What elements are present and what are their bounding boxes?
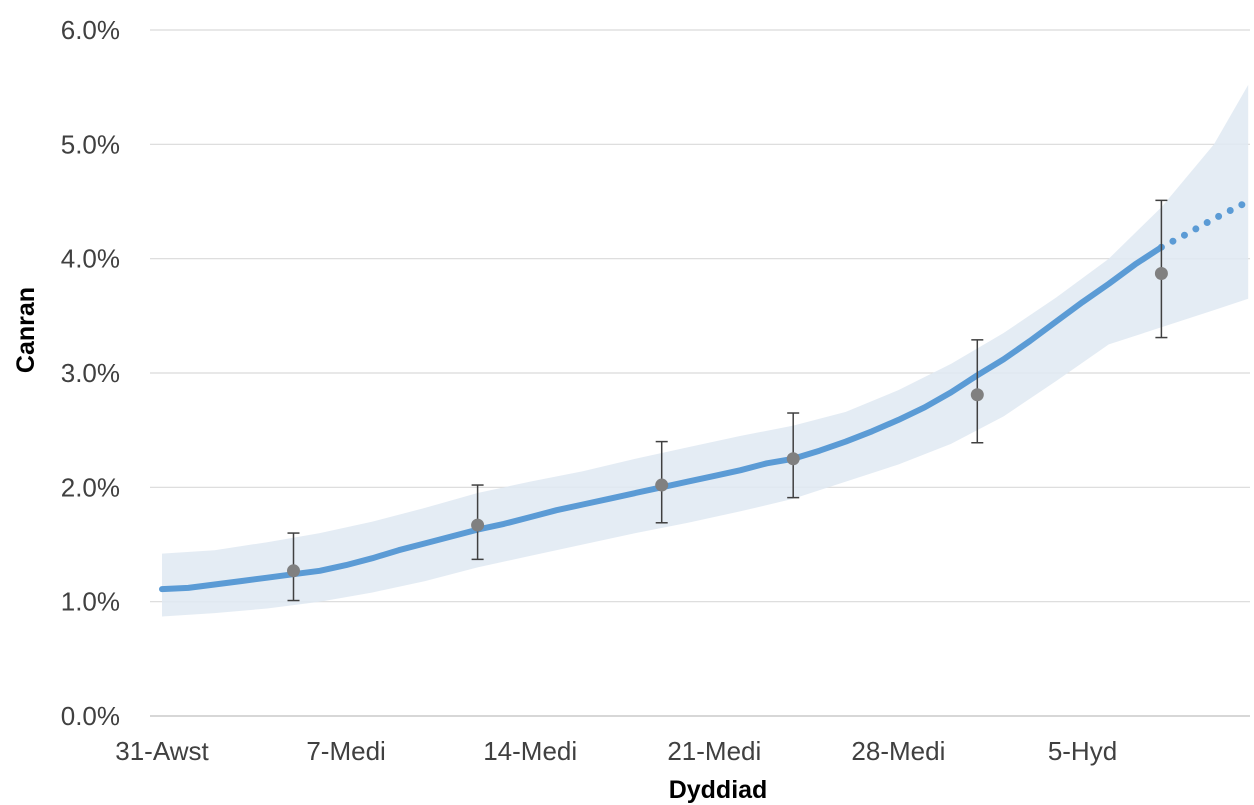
y-axis-title: Canran [12,287,40,373]
data-point [1154,267,1168,281]
data-point [287,564,300,578]
y-tick-label: 4.0% [61,244,120,274]
confidence-band [162,84,1249,617]
x-axis-title: Dyddiad [669,776,768,804]
y-tick-label: 5.0% [61,129,120,159]
x-tick-label: 31-Awst [115,736,209,766]
x-tick-label: 14-Medi [483,736,577,766]
series-lines [159,198,1252,593]
data-point [970,388,984,402]
gridlines [150,29,1250,717]
data-point [786,452,800,466]
x-tick-label: 7-Medi [306,736,385,766]
data-point [471,518,485,532]
y-tick-label: 3.0% [61,358,120,388]
y-tick-label: 0.0% [61,701,120,731]
y-tick-label: 1.0% [61,587,120,617]
data-points [287,267,1168,578]
y-tick-labels: 0.0% 1.0% 2.0% 3.0% 4.0% 5.0% 6.0% [61,15,120,731]
data-point [655,478,669,492]
projection-line [1157,198,1252,251]
x-tick-labels: 31-Awst 7-Medi 14-Medi 21-Medi 28-Medi 5-Hyd [115,736,1117,766]
confidence-band-area [162,84,1249,617]
x-tick-label: 21-Medi [667,736,761,766]
x-tick-label: 28-Medi [851,736,945,766]
y-tick-label: 2.0% [61,472,120,502]
x-tick-label: 5-Hyd [1048,736,1117,766]
y-tick-label: 6.0% [61,15,120,45]
